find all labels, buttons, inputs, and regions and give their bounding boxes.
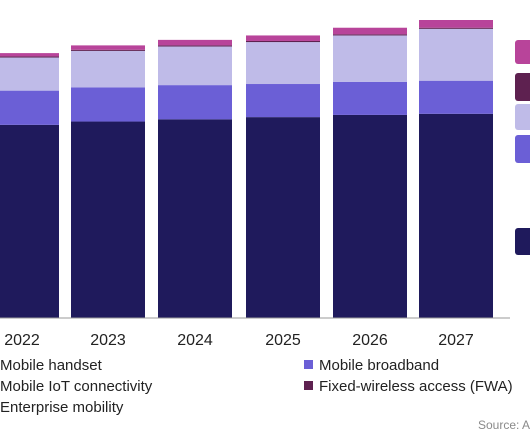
side-swatch-series-2 bbox=[515, 104, 530, 130]
bar-2024-series-3 bbox=[158, 45, 232, 47]
side-swatch-series-1 bbox=[515, 135, 530, 163]
legend-label-mobile-broadband: Mobile broadband bbox=[319, 357, 440, 374]
bar-2025-series-0 bbox=[246, 117, 320, 319]
x-tick-label-2022: 2022 bbox=[4, 332, 40, 349]
side-legend-swatches bbox=[515, 40, 530, 255]
bar-2023-series-3 bbox=[71, 49, 145, 51]
legend-label-enterprise-mobility: Enterprise mobility bbox=[0, 399, 124, 416]
bar-2025-series-1 bbox=[246, 84, 320, 118]
source-note: Source: A bbox=[477, 418, 530, 432]
bar-2022-series-2 bbox=[0, 57, 59, 91]
bar-2023-series-1 bbox=[71, 87, 145, 122]
legend-item-fwa: Fixed-wireless access (FWA) bbox=[304, 378, 513, 396]
bar-2026-series-0 bbox=[333, 114, 407, 318]
x-tick-label-2024: 2024 bbox=[177, 332, 213, 349]
bar-2025-series-3 bbox=[246, 40, 320, 43]
legend-swatch-fwa bbox=[304, 381, 313, 390]
bar-2027-series-1 bbox=[419, 80, 493, 114]
side-swatch-series-3 bbox=[515, 73, 530, 101]
bar-2024-series-0 bbox=[158, 119, 232, 318]
bar-2024-series-2 bbox=[158, 46, 232, 86]
bar-2026-series-4 bbox=[333, 27, 407, 35]
side-swatch-series-0 bbox=[515, 228, 530, 255]
bar-2026-series-1 bbox=[333, 81, 407, 115]
legend-label-mobile-handset: Mobile handset bbox=[0, 357, 102, 374]
bar-2027-series-2 bbox=[419, 28, 493, 81]
bar-2024-series-1 bbox=[158, 85, 232, 120]
bar-2024-series-4 bbox=[158, 39, 232, 46]
bar-2027-series-4 bbox=[419, 20, 493, 28]
bar-2022-series-0 bbox=[0, 124, 59, 318]
legend-item-mobile-iot: Mobile IoT connectivity bbox=[0, 378, 152, 396]
legend-item-mobile-handset: Mobile handset bbox=[0, 357, 102, 375]
bar-2022-series-3 bbox=[0, 56, 59, 58]
legend-label-fwa: Fixed-wireless access (FWA) bbox=[319, 378, 513, 395]
x-tick-label-2023: 2023 bbox=[90, 332, 126, 349]
legend-label-mobile-iot: Mobile IoT connectivity bbox=[0, 378, 153, 395]
bar-2022-series-1 bbox=[0, 90, 59, 125]
bar-2026-series-3 bbox=[333, 34, 407, 36]
bar-2026-series-2 bbox=[333, 35, 407, 82]
bar-2023-series-4 bbox=[71, 45, 145, 50]
x-tick-label-2027: 2027 bbox=[438, 332, 474, 349]
x-tick-label-2025: 2025 bbox=[265, 332, 301, 349]
side-swatch-series-4 bbox=[515, 40, 530, 64]
x-tick-label-2026: 2026 bbox=[352, 332, 388, 349]
bar-2027-series-0 bbox=[419, 113, 493, 318]
bar-2023-series-0 bbox=[71, 121, 145, 318]
bar-2025-series-4 bbox=[246, 35, 320, 41]
legend-item-enterprise-mobility: Enterprise mobility bbox=[0, 399, 123, 417]
legend-item-mobile-broadband: Mobile broadband bbox=[304, 357, 439, 375]
bars-layer bbox=[0, 20, 493, 319]
bar-2023-series-2 bbox=[71, 50, 145, 88]
legend-swatch-mobile-broadband bbox=[304, 360, 313, 369]
x-tick-labels: 2022 2023 2024 2025 2026 2027 bbox=[4, 332, 474, 349]
bar-2027-series-3 bbox=[419, 27, 493, 29]
bar-2025-series-2 bbox=[246, 42, 320, 85]
bar-2022-series-4 bbox=[0, 53, 59, 57]
